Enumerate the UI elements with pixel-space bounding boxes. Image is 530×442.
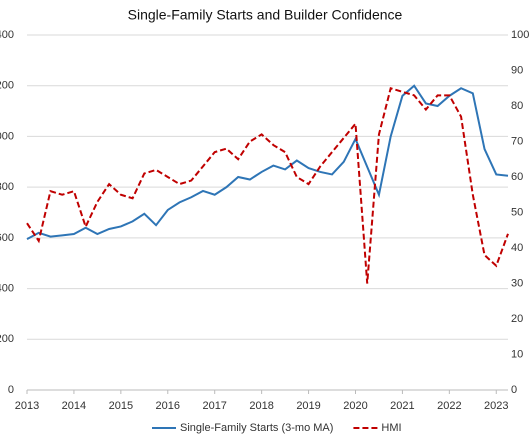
y2-tick-label: 10: [511, 348, 523, 360]
x-tick-label: 2013: [15, 400, 39, 412]
legend-label: Single-Family Starts (3-mo MA): [180, 422, 333, 434]
y2-tick-label: 0: [511, 384, 517, 396]
x-tick-label: 2022: [437, 400, 461, 412]
y2-tick-label: 40: [511, 242, 523, 254]
x-tick-label: 2019: [296, 400, 320, 412]
legend-label: HMI: [381, 422, 401, 434]
y2-tick-label: 90: [511, 64, 523, 76]
y-tick-label: 1,200: [0, 80, 14, 92]
y-tick-label: 200: [0, 333, 14, 345]
y2-tick-label: 60: [511, 171, 523, 183]
y-tick-label: 1,400: [0, 29, 14, 41]
x-tick-label: 2018: [249, 400, 273, 412]
x-tick-label: 2023: [484, 400, 508, 412]
y-tick-label: 0: [8, 384, 14, 396]
y-tick-label: 1,000: [0, 130, 14, 142]
x-tick-label: 2016: [156, 400, 180, 412]
y2-tick-label: 30: [511, 277, 523, 289]
x-tick-label: 2021: [390, 400, 414, 412]
y2-tick-label: 50: [511, 206, 523, 218]
series-line: [26, 86, 509, 284]
y2-tick-label: 100: [511, 29, 529, 41]
x-tick-label: 2017: [202, 400, 226, 412]
y-tick-label: 400: [0, 282, 14, 294]
x-tick-label: 2020: [343, 400, 367, 412]
y2-tick-label: 70: [511, 135, 523, 147]
y-tick-label: 800: [0, 181, 14, 193]
chart-title: Single-Family Starts and Builder Confide…: [128, 7, 403, 23]
x-tick-label: 2015: [109, 400, 133, 412]
y2-tick-label: 20: [511, 313, 523, 325]
x-tick-label: 2014: [62, 400, 86, 412]
y2-tick-label: 80: [511, 100, 523, 112]
series-line: [26, 84, 509, 241]
y-tick-label: 600: [0, 232, 14, 244]
